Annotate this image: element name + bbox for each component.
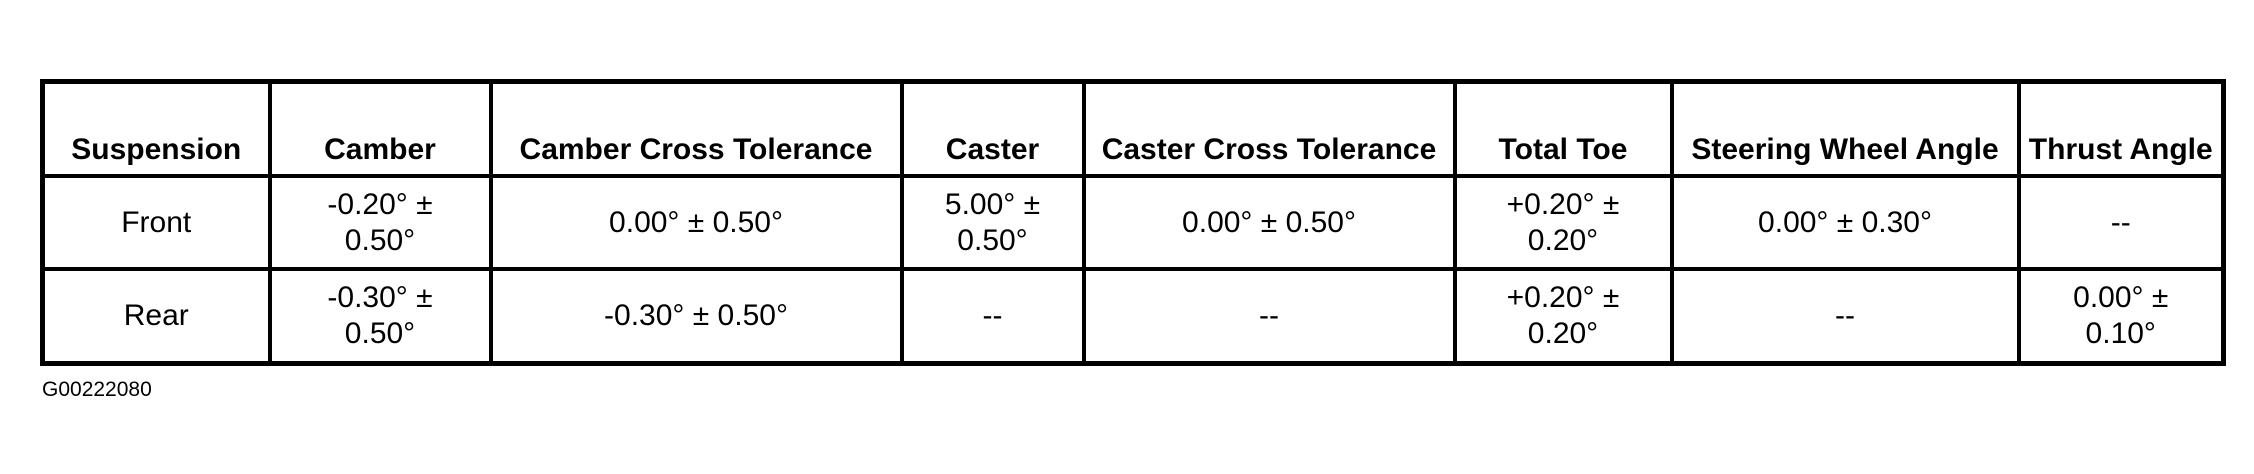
cell: Rear: [40, 267, 272, 366]
cell: -0.30° ± 0.50°: [267, 267, 493, 366]
cell: -0.20° ± 0.50°: [267, 173, 493, 272]
cell: --: [899, 267, 1086, 366]
header-total-toe: Total Toe: [1452, 79, 1674, 178]
cell: 5.00° ± 0.50°: [899, 173, 1086, 272]
header-thrust-angle: Thrust Angle: [2016, 79, 2226, 178]
table-row: Rear -0.30° ± 0.50° -0.30° ± 0.50° -- --…: [40, 267, 2226, 366]
header-steering-wheel-angle: Steering Wheel Angle: [1669, 79, 2021, 178]
cell: 0.00° ± 0.50°: [1081, 173, 1457, 272]
cell: -0.30° ± 0.50°: [488, 267, 904, 366]
cell: 0.00° ± 0.50°: [488, 173, 904, 272]
header-camber-cross-tolerance: Camber Cross Tolerance: [488, 79, 904, 178]
table-row: Front -0.20° ± 0.50° 0.00° ± 0.50° 5.00°…: [40, 173, 2226, 272]
header-camber: Camber: [267, 79, 493, 178]
cell: --: [2016, 173, 2226, 272]
header-row: Suspension Camber Camber Cross Tolerance…: [40, 79, 2226, 178]
header-caster-cross-tolerance: Caster Cross Tolerance: [1081, 79, 1457, 178]
header-caster: Caster: [899, 79, 1086, 178]
cell: 0.00° ± 0.10°: [2016, 267, 2226, 366]
cell: --: [1081, 267, 1457, 366]
figure-id: G00222080: [42, 378, 152, 401]
cell: --: [1669, 267, 2021, 366]
cell: +0.20° ± 0.20°: [1452, 267, 1674, 366]
cell: Front: [40, 173, 272, 272]
alignment-spec-table: Suspension Camber Camber Cross Tolerance…: [40, 79, 2226, 366]
header-suspension: Suspension: [40, 79, 272, 178]
cell: 0.00° ± 0.30°: [1669, 173, 2021, 272]
cell: +0.20° ± 0.20°: [1452, 173, 1674, 272]
